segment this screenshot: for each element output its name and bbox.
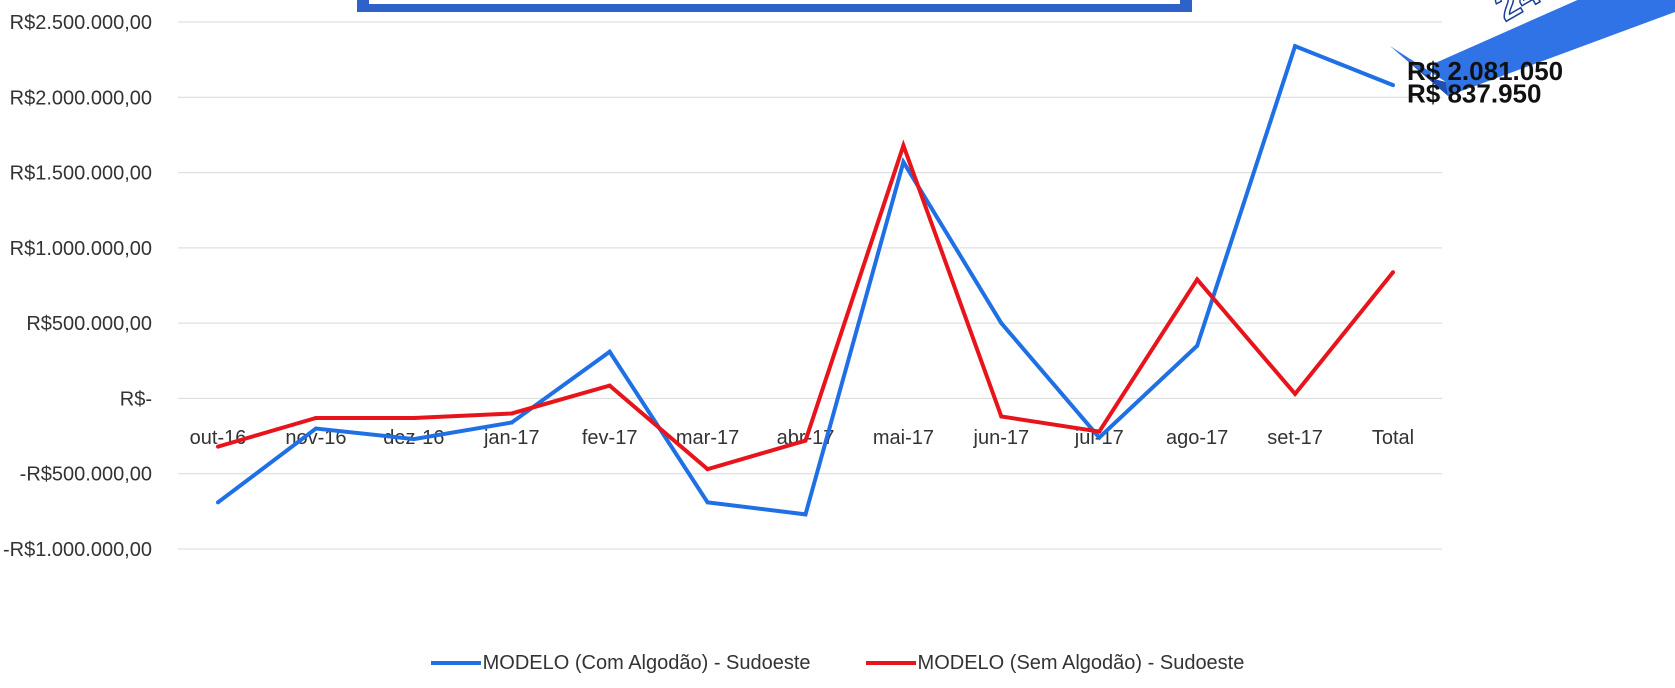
- data-point: [1293, 44, 1298, 49]
- data-point: [1293, 391, 1298, 396]
- x-tick-label: jun-17: [973, 427, 1030, 449]
- legend-swatch-red: [865, 661, 916, 665]
- legend-item-sem-algodao: MODELO (Sem Algodão) - Sudoeste: [865, 651, 1245, 675]
- x-tick-label: set-17: [1267, 427, 1323, 449]
- legend-swatch-blue: [430, 661, 481, 665]
- y-tick-label: R$2.500.000,00: [10, 12, 152, 34]
- callout-label: R$ 2.081.050: [1407, 56, 1563, 86]
- data-point: [1097, 429, 1102, 434]
- callout-label: R$ 837.950: [1407, 78, 1541, 108]
- data-point: [509, 420, 514, 425]
- title-banner: [357, 0, 1192, 12]
- data-point: [999, 414, 1004, 419]
- data-point: [607, 383, 612, 388]
- data-point: [705, 500, 710, 505]
- x-tick-label: fev-17: [582, 427, 638, 449]
- x-tick-label: mai-17: [873, 427, 934, 449]
- y-tick-label: -R$500.000,00: [20, 464, 152, 486]
- y-tick-label: R$1.000.000,00: [10, 238, 152, 260]
- data-point: [216, 444, 220, 449]
- data-point: [705, 467, 710, 472]
- x-tick-label: nov-16: [285, 427, 346, 449]
- x-tick-label: ago-17: [1166, 427, 1228, 449]
- legend-item-com-algodao: MODELO (Com Algodão) - Sudoeste: [430, 651, 811, 675]
- data-point: [1195, 277, 1200, 282]
- y-tick-label: R$500.000,00: [26, 313, 152, 335]
- data-point: [216, 500, 220, 505]
- x-tick-label: jan-17: [483, 427, 540, 449]
- x-tick-label: mar-17: [676, 427, 739, 449]
- y-axis-ticks: R$2.500.000,00 R$2.000.000,00 R$1.500.000,…: [3, 12, 152, 561]
- data-point: [313, 416, 318, 421]
- series-line-1: [217, 139, 1395, 472]
- x-tick-label: Total: [1372, 427, 1414, 449]
- legend: MODELO (Com Algodão) - Sudoeste MODELO (…: [0, 648, 1675, 678]
- data-point: [411, 437, 416, 442]
- x-axis-ticks: out-16nov-16dez-16jan-17fev-17mar-17abr-…: [190, 427, 1414, 449]
- data-point: [803, 512, 808, 517]
- data-point: [1391, 83, 1395, 88]
- data-point: [1097, 435, 1102, 440]
- data-point: [1195, 343, 1200, 348]
- data-point: [999, 321, 1004, 326]
- data-point: [1391, 270, 1395, 275]
- data-point: [901, 143, 906, 148]
- data-point: [509, 411, 514, 416]
- legend-label-sem-algodao: MODELO (Sem Algodão) - Sudoeste: [917, 651, 1245, 674]
- gridlines: [178, 21, 1442, 550]
- legend-label-com-algodao: MODELO (Com Algodão) - Sudoeste: [482, 651, 811, 674]
- data-point: [901, 160, 906, 165]
- data-point: [411, 416, 416, 421]
- y-tick-label: R$1.500.000,00: [10, 163, 152, 185]
- y-tick-label: -R$1.000.000,00: [3, 539, 152, 561]
- data-point: [313, 426, 318, 431]
- series-lines: [216, 43, 1395, 517]
- y-tick-label: R$2.000.000,00: [10, 87, 152, 109]
- data-point: [607, 349, 612, 354]
- data-point: [803, 438, 808, 443]
- y-tick-label: R$-: [120, 388, 152, 410]
